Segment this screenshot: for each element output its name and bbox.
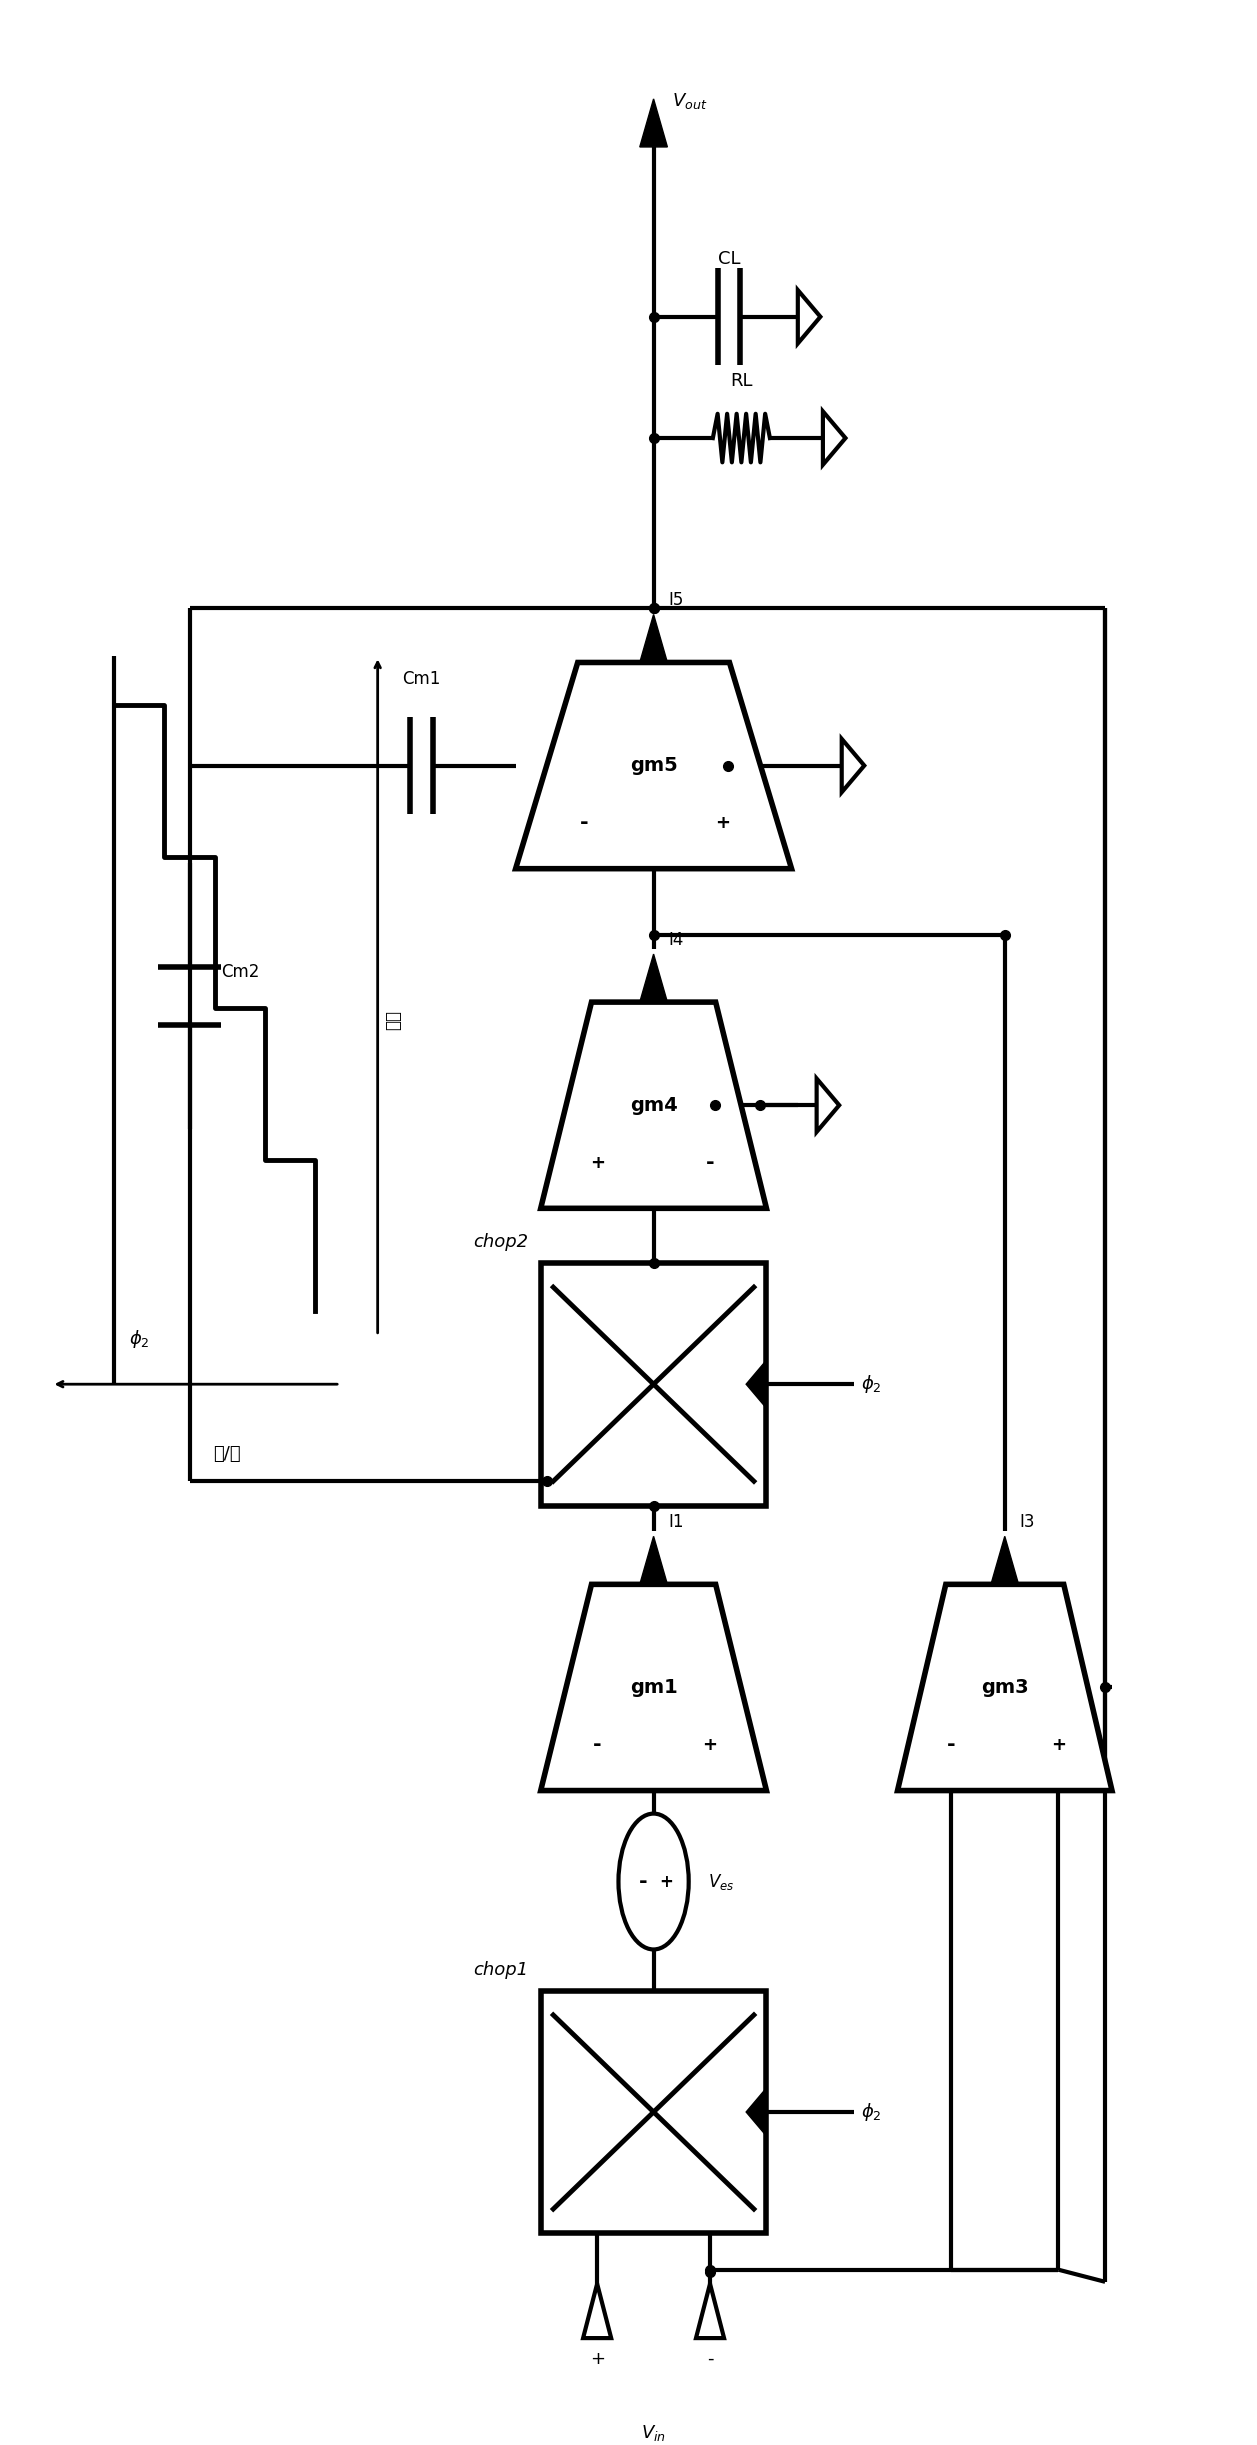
Text: $\phi_2$: $\phi_2$ — [861, 1374, 881, 1396]
Polygon shape — [640, 1535, 667, 1584]
Text: gm1: gm1 — [630, 1677, 678, 1697]
Text: +: + — [590, 1154, 605, 1171]
Bar — [541, 1264, 767, 1506]
Text: I1: I1 — [669, 1513, 684, 1531]
Polygon shape — [583, 2284, 611, 2337]
Text: -: - — [593, 1736, 601, 1756]
Circle shape — [618, 1814, 689, 1949]
Polygon shape — [747, 1359, 767, 1408]
Polygon shape — [696, 2284, 724, 2337]
Polygon shape — [515, 663, 792, 868]
Text: $V_{out}$: $V_{out}$ — [672, 90, 708, 110]
Polygon shape — [640, 98, 667, 147]
Text: -: - — [706, 2350, 713, 2369]
Text: +: + — [590, 2350, 605, 2369]
Text: $\phi_2$: $\phi_2$ — [861, 2100, 881, 2122]
Text: Cm2: Cm2 — [221, 963, 259, 980]
Text: I5: I5 — [669, 592, 684, 609]
Polygon shape — [541, 1002, 767, 1208]
Text: I4: I4 — [669, 932, 684, 949]
Text: +: + — [1051, 1736, 1066, 1753]
Text: $\phi_2$: $\phi_2$ — [129, 1328, 150, 1350]
Polygon shape — [640, 954, 667, 1002]
Polygon shape — [640, 614, 667, 663]
Text: Cm1: Cm1 — [402, 670, 441, 687]
Text: -: - — [639, 1870, 647, 1892]
Text: 时/串: 时/串 — [214, 1445, 241, 1462]
Text: +: + — [715, 814, 730, 831]
Text: $V_{in}$: $V_{in}$ — [641, 2423, 666, 2443]
Text: I3: I3 — [1019, 1513, 1036, 1531]
Text: -: - — [705, 1154, 714, 1174]
Polygon shape — [897, 1584, 1112, 1790]
Text: +: + — [659, 1873, 672, 1890]
Text: gm4: gm4 — [630, 1095, 678, 1115]
Text: RL: RL — [730, 372, 753, 389]
Text: +: + — [703, 1736, 718, 1753]
Bar — [541, 1990, 767, 2232]
Text: $V_{es}$: $V_{es}$ — [708, 1870, 734, 1892]
Text: gm3: gm3 — [980, 1677, 1028, 1697]
Text: CL: CL — [718, 249, 740, 269]
Text: gm5: gm5 — [630, 756, 678, 775]
Text: chop2: chop2 — [473, 1232, 528, 1252]
Polygon shape — [541, 1584, 767, 1790]
Text: chop1: chop1 — [473, 1961, 528, 1978]
Polygon shape — [991, 1535, 1018, 1584]
Polygon shape — [747, 2088, 767, 2137]
Text: -: - — [581, 814, 590, 834]
Text: -: - — [947, 1736, 955, 1756]
Text: 时间: 时间 — [383, 1010, 402, 1029]
